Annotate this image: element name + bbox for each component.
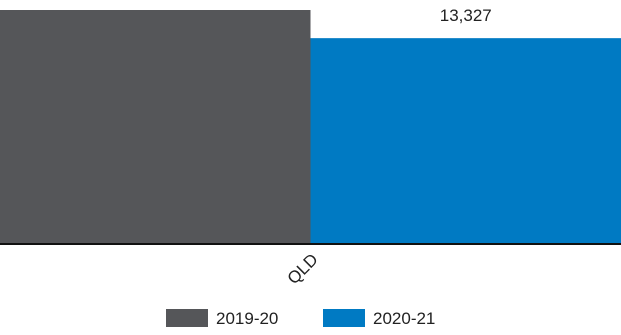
data-label-2020-21: 13,327 <box>440 6 492 25</box>
legend: 2019-20 2020-21 <box>166 309 435 328</box>
data-labels-group: 13,327 <box>440 6 492 25</box>
legend-swatch-2020-21 <box>323 309 365 327</box>
bar-2020-21-QLD <box>310 38 621 244</box>
legend-label-2019-20: 2019-20 <box>216 309 278 328</box>
legend-swatch-2019-20 <box>166 309 208 327</box>
bar-2019-20-QLD <box>0 10 311 244</box>
bars-group <box>0 10 621 244</box>
x-tick-labels-group: QLD <box>284 250 322 288</box>
x-tick-label-QLD: QLD <box>284 250 322 288</box>
legend-label-2020-21: 2020-21 <box>373 309 435 328</box>
